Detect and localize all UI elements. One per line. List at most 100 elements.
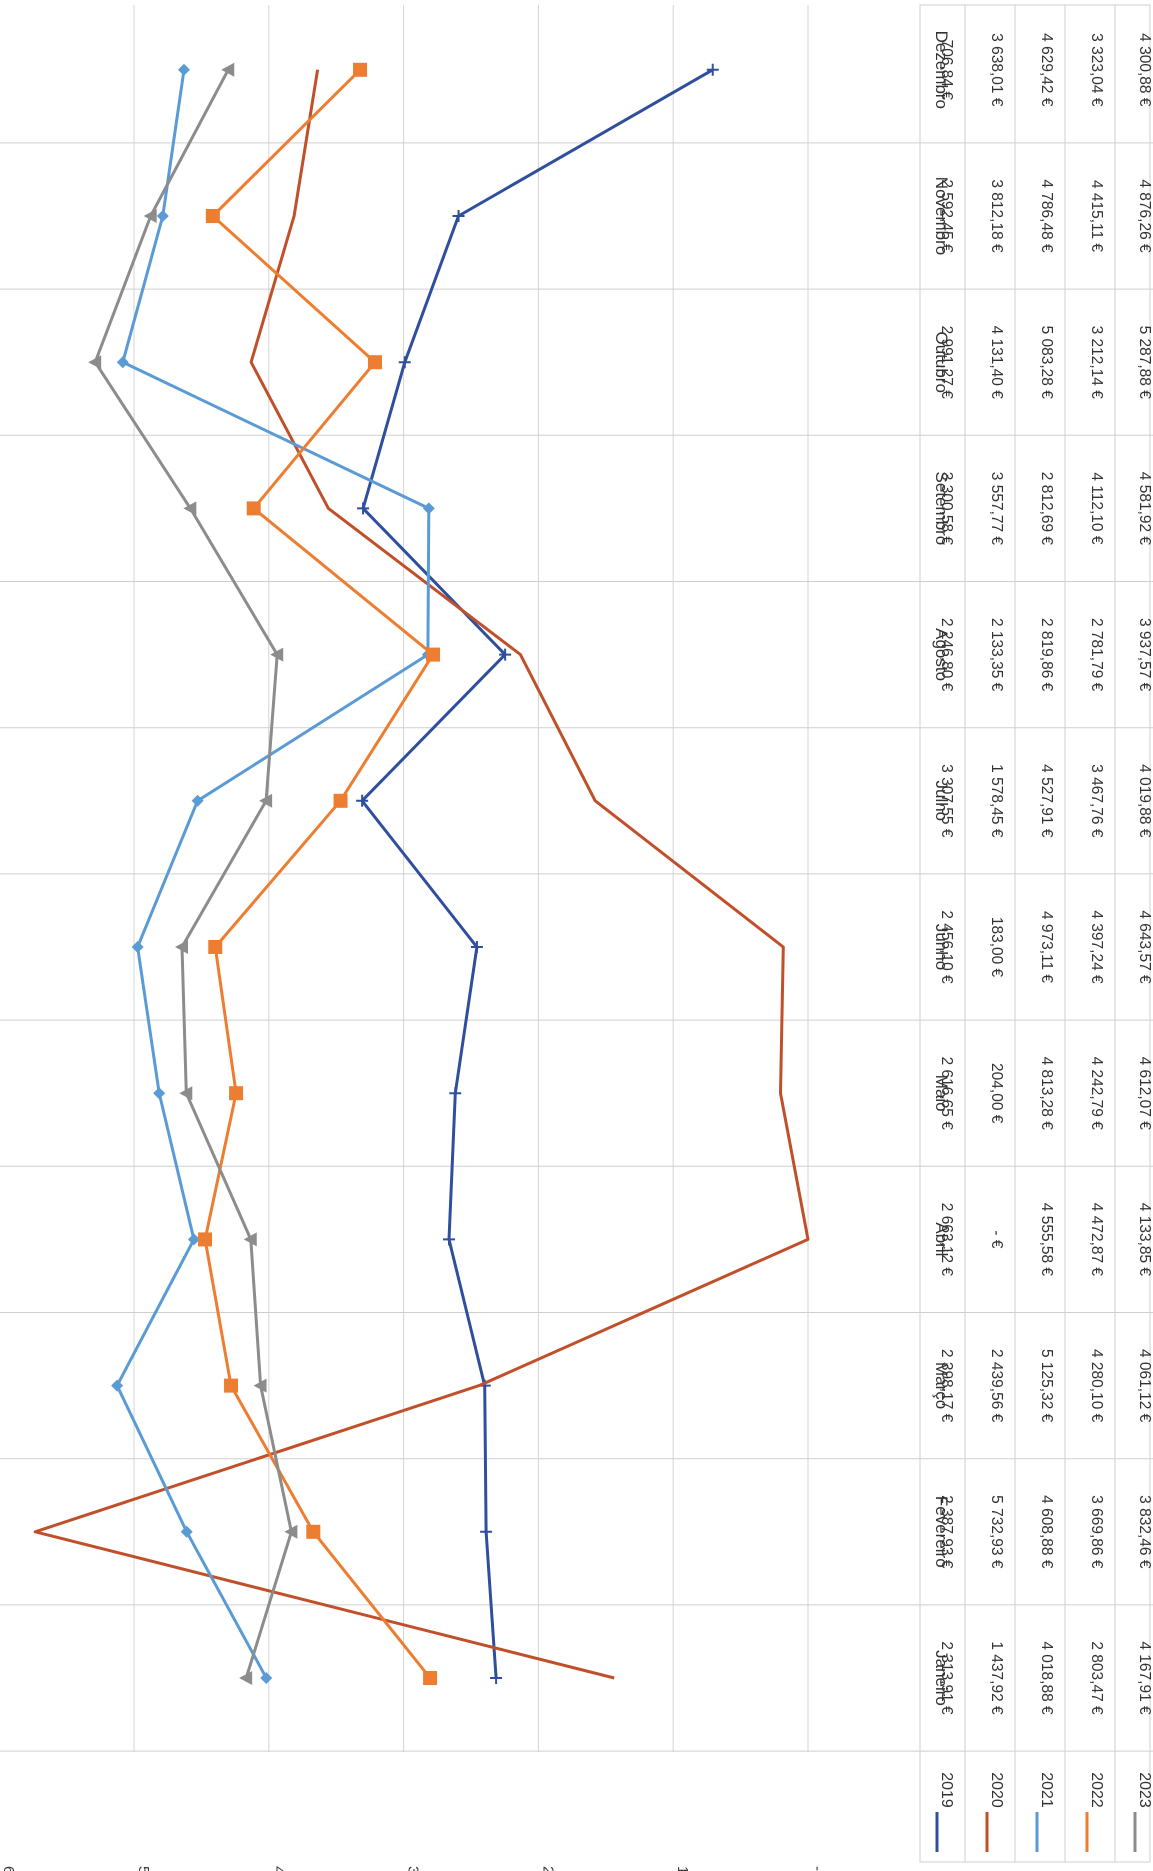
category-label-maio: Maio xyxy=(932,1075,951,1112)
table-cell-2022-fevereiro: 3 669,86 € xyxy=(1088,1495,1105,1569)
y-tick-label: 5 000,00 € xyxy=(135,1866,152,1871)
table-cell-2021-julho: 4 527,91 € xyxy=(1038,764,1055,838)
data-point-2022-marco xyxy=(224,1378,239,1393)
table-cell-2021-abril: 4 555,58 € xyxy=(1038,1203,1055,1277)
table-cell-2023-agosto: 3 937,57 € xyxy=(1136,618,1153,692)
series-line-2020 xyxy=(33,69,810,1680)
table-cell-2021-dezembro: 4 629,42 € xyxy=(1038,33,1055,107)
table-cell-2019-dezembro: 706,84 € xyxy=(938,40,955,101)
table-cell-2022-junho: 4 397,24 € xyxy=(1088,910,1105,984)
category-label-outubro: Outubro xyxy=(932,331,951,392)
data-point-2023-abril xyxy=(243,1232,257,1247)
data-point-2019-novembro xyxy=(452,210,465,222)
y-axis-labels: - € 1 000,00 € 2 000,00 € 3 000,00 € 4 000,0… xyxy=(0,1866,826,1871)
table-cell-2021-outubro: 5 083,28 € xyxy=(1038,326,1055,400)
data-point-2019-agosto xyxy=(499,648,512,661)
series-line-2023 xyxy=(93,69,293,1679)
table-cell-2023-fevereiro: 3 832,46 € xyxy=(1136,1495,1153,1569)
table-cell-2019-setembro: 3 300,58 € xyxy=(938,472,955,546)
data-point-2019-outubro xyxy=(398,356,411,369)
table-cell-2019-agosto: 2 246,80 € xyxy=(938,618,955,692)
y-tick-label: 4 000,00 € xyxy=(270,1866,287,1871)
legend-label-2019: 2019 xyxy=(938,1772,955,1808)
series-lines xyxy=(33,62,810,1685)
table-cell-2020-dezembro: 3 638,01 € xyxy=(988,33,1005,107)
table-border xyxy=(919,4,1151,1863)
table-cell-2023-julho: 4 019,88 € xyxy=(1136,764,1153,838)
data-point-2023-novembro xyxy=(143,209,157,223)
y-tick-label: 2 000,00 € xyxy=(539,1866,556,1871)
table-cell-2020-agosto: 2 133,35 € xyxy=(988,618,1005,692)
category-label-junho: Junho xyxy=(932,924,951,970)
data-point-2019-setembro xyxy=(357,502,370,515)
data-point-2023-setembro xyxy=(183,501,197,516)
legend-label-2022: 2022 xyxy=(1088,1772,1105,1808)
table-cell-2021-maio: 4 813,28 € xyxy=(1038,1057,1055,1131)
data-point-2023-maio xyxy=(179,1086,193,1101)
table-cell-2021-janeiro: 4 018,88 € xyxy=(1038,1641,1055,1715)
legend-label-2020: 2020 xyxy=(988,1772,1005,1808)
data-point-2022-fevereiro xyxy=(306,1524,321,1539)
data-point-2021-julho xyxy=(191,794,204,807)
data-point-2021-junho xyxy=(131,941,144,953)
table-cell-2020-marco: 2 439,56 € xyxy=(988,1349,1005,1423)
category-label-dezembro: Dezembro xyxy=(932,31,951,109)
table-cell-2022-janeiro: 2 803,47 € xyxy=(1088,1641,1105,1715)
category-label-abril: Abril xyxy=(932,1222,951,1256)
data-point-2022-julho xyxy=(333,793,348,808)
series-line-2021 xyxy=(115,69,431,1679)
table-cell-2020-julho: 1 578,45 € xyxy=(988,764,1005,838)
table-cell-2023-maio: 4 612,07 € xyxy=(1136,1057,1153,1131)
data-point-2019-maio xyxy=(449,1087,462,1100)
y-tick-label: 1 000,00 € xyxy=(674,1866,691,1871)
table-cell-2020-maio: 204,00 € xyxy=(988,1063,1005,1124)
table-cell-2023-novembro: 4 876,26 € xyxy=(1136,179,1153,253)
data-point-2021-fevereiro xyxy=(180,1525,193,1538)
table-cell-2023-marco: 4 061,12 € xyxy=(1136,1349,1153,1423)
table-cell-2019-abril: 2 663,12 € xyxy=(938,1203,955,1277)
table-cell-2019-junho: 2 456,10 € xyxy=(938,910,955,984)
table-cell-2020-fevereiro: 5 732,93 € xyxy=(988,1495,1005,1569)
table-cell-2023-junho: 4 643,57 € xyxy=(1136,910,1153,984)
category-label-marco: Março xyxy=(932,1362,951,1409)
table-cell-2021-junho: 4 973,11 € xyxy=(1038,911,1055,983)
data-point-2021-novembro xyxy=(156,210,169,222)
category-label-setembro: Setembro xyxy=(932,472,951,546)
table-cell-2022-abril: 4 472,87 € xyxy=(1088,1203,1105,1277)
data-point-2022-outubro xyxy=(368,355,383,370)
data-point-2022-maio xyxy=(229,1086,244,1101)
data-point-2023-janeiro xyxy=(239,1671,253,1685)
data-point-2019-abril xyxy=(443,1233,456,1246)
data-point-2023-marco xyxy=(253,1378,267,1393)
table-cell-2022-maio: 4 242,79 € xyxy=(1088,1057,1105,1131)
y-tick-label: 6 000,00 € xyxy=(0,1866,17,1871)
data-point-2019-janeiro xyxy=(490,1672,503,1684)
data-point-2023-junho xyxy=(175,940,189,954)
data-point-2022-junho xyxy=(208,940,223,954)
y-tick-label: 3 000,00 € xyxy=(405,1866,422,1871)
data-point-2022-janeiro xyxy=(423,1671,438,1685)
data-point-2021-abril xyxy=(187,1233,200,1246)
table-cell-2021-agosto: 2 819,86 € xyxy=(1038,618,1055,692)
table-cell-2021-marco: 5 125,32 € xyxy=(1038,1349,1055,1423)
table-cell-2022-outubro: 3 212,14 € xyxy=(1088,326,1105,400)
data-point-2022-novembro xyxy=(205,209,220,223)
table-cell-2023-dezembro: 4 300,88 € xyxy=(1136,33,1153,107)
data-point-2019-dezembro xyxy=(706,63,719,76)
data-point-2021-setembro xyxy=(422,502,435,515)
data-point-2023-outubro xyxy=(88,355,102,370)
table-cell-2019-marco: 2 398,17 € xyxy=(938,1349,955,1423)
data-point-2022-setembro xyxy=(246,501,261,516)
table-cell-2020-outubro: 4 131,40 € xyxy=(988,326,1005,400)
category-label-agosto: Agosto xyxy=(932,628,951,681)
data-point-2021-maio xyxy=(153,1087,166,1100)
data-point-2021-outubro xyxy=(116,356,129,369)
table-cell-2022-marco: 4 280,10 € xyxy=(1088,1349,1105,1423)
table-cell-2020-janeiro: 1 437,92 € xyxy=(988,1641,1005,1715)
table-cell-2019-outubro: 2 991,27 € xyxy=(938,326,955,400)
data-point-2021-marco xyxy=(111,1379,124,1392)
table-cell-2019-novembro: 2 592,45 € xyxy=(938,179,955,253)
table-cell-2023-outubro: 5 287,88 € xyxy=(1136,326,1153,400)
y-tick-label: - € xyxy=(809,1866,826,1871)
